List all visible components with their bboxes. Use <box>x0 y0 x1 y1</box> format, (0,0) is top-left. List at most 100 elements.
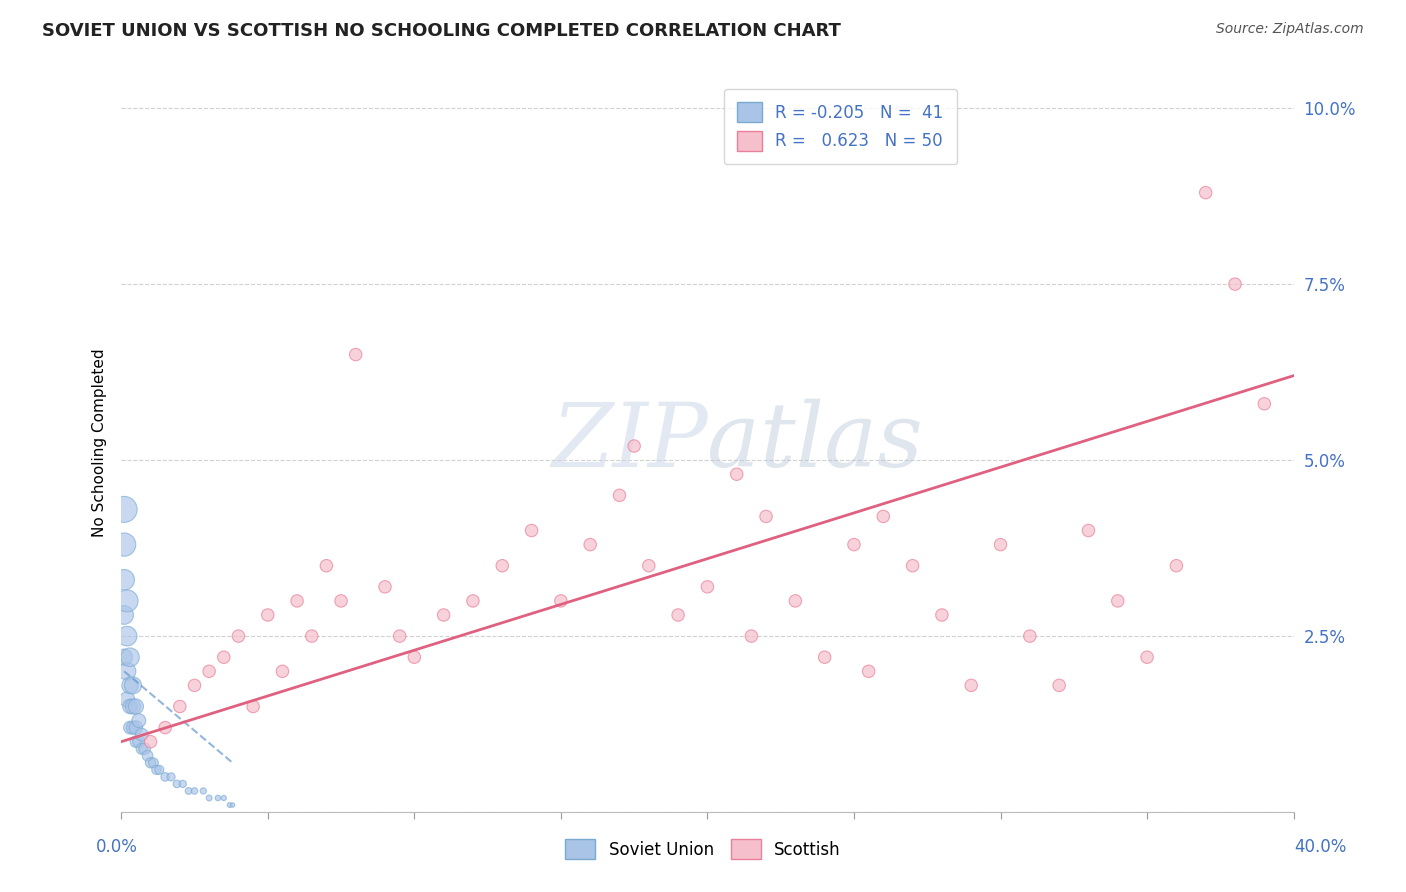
Point <box>118 721 141 735</box>
Point <box>198 791 221 805</box>
Text: 40.0%: 40.0% <box>1295 838 1347 855</box>
Point <box>112 607 135 622</box>
Point <box>609 488 631 502</box>
Point <box>125 721 148 735</box>
Text: ZIP: ZIP <box>551 399 707 486</box>
Point <box>169 699 191 714</box>
Text: Source: ZipAtlas.com: Source: ZipAtlas.com <box>1216 22 1364 37</box>
Point <box>872 509 894 524</box>
Legend: Soviet Union, Scottish: Soviet Union, Scottish <box>557 830 849 868</box>
Point <box>142 756 165 770</box>
Point <box>134 741 156 756</box>
Point <box>842 538 865 552</box>
Point <box>242 699 264 714</box>
Point <box>960 678 983 692</box>
Point <box>148 763 170 777</box>
Point <box>118 678 141 692</box>
Point <box>160 770 183 784</box>
Point <box>1107 594 1129 608</box>
Point <box>112 650 135 665</box>
Point <box>491 558 513 573</box>
Point <box>183 784 205 798</box>
Point <box>623 439 645 453</box>
Point <box>330 594 353 608</box>
Legend: R = -0.205   N =  41, R =   0.623   N = 50: R = -0.205 N = 41, R = 0.623 N = 50 <box>724 88 957 164</box>
Point <box>755 509 778 524</box>
Point <box>136 748 159 763</box>
Point <box>177 784 200 798</box>
Point <box>696 580 718 594</box>
Point <box>1136 650 1159 665</box>
Point <box>115 594 138 608</box>
Point <box>153 721 176 735</box>
Point <box>1018 629 1040 643</box>
Point <box>901 558 924 573</box>
Point <box>145 763 167 777</box>
Point <box>301 629 323 643</box>
Point <box>139 734 162 748</box>
Point <box>115 665 138 679</box>
Point <box>1223 277 1246 292</box>
Point <box>990 538 1012 552</box>
Point <box>112 502 135 516</box>
Point <box>256 607 278 622</box>
Point <box>218 798 240 813</box>
Point <box>1166 558 1188 573</box>
Point <box>172 777 194 791</box>
Point <box>125 699 148 714</box>
Text: atlas: atlas <box>707 399 924 486</box>
Point <box>740 629 762 643</box>
Point <box>207 791 229 805</box>
Point <box>228 629 250 643</box>
Text: 0.0%: 0.0% <box>96 838 138 855</box>
Point <box>212 650 235 665</box>
Point <box>285 594 308 608</box>
Point <box>637 558 659 573</box>
Point <box>128 714 150 728</box>
Point <box>1253 397 1275 411</box>
Text: SOVIET UNION VS SCOTTISH NO SCHOOLING COMPLETED CORRELATION CHART: SOVIET UNION VS SCOTTISH NO SCHOOLING CO… <box>42 22 841 40</box>
Point <box>166 777 188 791</box>
Point <box>461 594 484 608</box>
Point <box>183 678 205 692</box>
Point <box>112 573 135 587</box>
Point <box>550 594 572 608</box>
Point <box>579 538 602 552</box>
Point <box>315 558 337 573</box>
Point <box>221 798 243 813</box>
Point <box>112 538 135 552</box>
Point <box>122 721 145 735</box>
Point <box>433 607 456 622</box>
Point <box>374 580 396 594</box>
Point <box>858 665 880 679</box>
Point <box>931 607 953 622</box>
Point <box>814 650 837 665</box>
Point <box>344 347 367 361</box>
Point <box>271 665 294 679</box>
Point <box>128 734 150 748</box>
Point <box>388 629 411 643</box>
Point <box>193 784 215 798</box>
Point <box>125 734 148 748</box>
Point <box>115 692 138 706</box>
Point <box>118 650 141 665</box>
Point <box>1047 678 1070 692</box>
Point <box>198 665 221 679</box>
Point <box>153 770 176 784</box>
Point <box>122 699 145 714</box>
Y-axis label: No Schooling Completed: No Schooling Completed <box>93 348 107 537</box>
Point <box>131 728 153 742</box>
Point <box>666 607 689 622</box>
Point <box>115 629 138 643</box>
Point <box>1077 524 1099 538</box>
Point <box>785 594 807 608</box>
Point <box>725 467 748 482</box>
Point <box>212 791 235 805</box>
Point <box>122 678 145 692</box>
Point <box>1195 186 1218 200</box>
Point <box>520 524 543 538</box>
Point <box>404 650 426 665</box>
Point <box>139 756 162 770</box>
Point <box>118 699 141 714</box>
Point <box>131 741 153 756</box>
